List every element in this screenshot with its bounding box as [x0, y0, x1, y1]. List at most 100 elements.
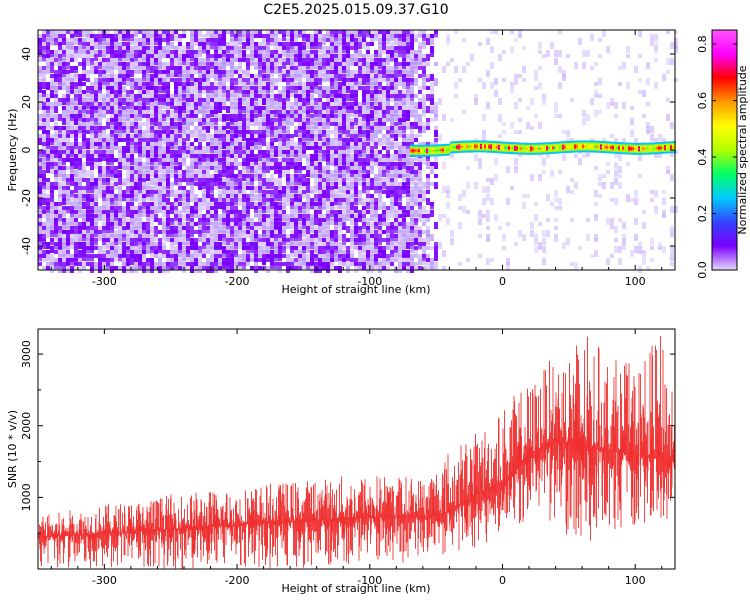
spectrogram-cell	[42, 134, 46, 138]
spectrogram-cell	[290, 246, 294, 253]
spectrogram-cell	[246, 142, 250, 149]
spectrogram-cell	[170, 174, 174, 178]
spectrogram-cell	[342, 142, 346, 146]
spectrogram-cell	[294, 98, 298, 105]
spectrogram-cell	[182, 178, 186, 182]
spectrogram-cell	[242, 54, 246, 61]
spectrogram-cell	[278, 54, 282, 58]
spectrogram-cell	[150, 178, 154, 185]
spectrogram-cell	[350, 126, 354, 130]
spectrogram-cell	[58, 154, 62, 161]
spectrogram-cell	[370, 166, 374, 170]
spectrogram-cell	[142, 146, 146, 150]
spectrogram-cell	[250, 166, 254, 173]
spectrogram-cell	[262, 98, 266, 105]
spectrogram-cell	[86, 78, 90, 82]
spectrogram-cell	[170, 70, 174, 77]
spectrogram-cell	[210, 218, 214, 225]
spectrogram-cell	[362, 166, 366, 173]
spectrogram-cell	[58, 130, 62, 137]
spectrogram-cell	[198, 258, 202, 262]
spectrogram-cell	[366, 190, 370, 194]
spectrogram-cell	[174, 210, 178, 214]
spectrogram-cell	[114, 38, 118, 42]
spectrogram-cell	[262, 58, 266, 62]
spectrogram-cell	[182, 90, 186, 97]
spectrogram-cell	[374, 90, 378, 94]
spectrogram-cell	[70, 234, 74, 238]
spectrogram-cell	[386, 46, 390, 53]
spectrogram-cell	[146, 70, 150, 77]
spectrogram-cell	[322, 186, 326, 190]
spectrogram-cell	[198, 74, 202, 78]
spectrogram-cell	[390, 138, 394, 145]
spectrogram-cell	[270, 166, 274, 170]
spectrogram-cell	[202, 70, 206, 74]
spectrogram-cell	[218, 98, 222, 102]
spectrogram-cell	[298, 158, 302, 165]
spectrogram-cell	[170, 78, 174, 82]
spectrogram-cell	[258, 78, 262, 82]
spectrogram-cell	[258, 94, 262, 98]
spectrogram-cell	[334, 34, 338, 41]
spectrogram-cell	[270, 250, 274, 254]
spectrogram-cell	[130, 50, 134, 57]
spectrogram-cell	[398, 130, 402, 137]
spectrogram-cell	[258, 178, 262, 185]
spectrogram-cell	[158, 70, 162, 74]
spectrogram-cell	[158, 262, 162, 266]
spectrogram-cell	[166, 62, 170, 69]
spectrogram-cell	[330, 214, 334, 221]
spectrogram-cell	[238, 122, 242, 129]
spectrogram-cell	[394, 70, 398, 74]
spectrogram-cell	[102, 206, 106, 210]
spectrogram-cell	[114, 194, 118, 201]
spectrogram-cell	[122, 62, 126, 66]
spectrogram-cell	[86, 54, 90, 61]
spectrogram-cell	[362, 198, 366, 205]
spectrogram-cell	[274, 222, 278, 229]
spectrogram-cell	[234, 94, 238, 101]
spectrogram-cell	[126, 98, 130, 105]
spectrogram-cell	[130, 158, 134, 165]
spectrogram-cell	[38, 154, 42, 158]
spectrogram-cell	[374, 142, 378, 149]
spectrogram-cell	[278, 202, 282, 206]
spectrogram-cell	[158, 126, 162, 133]
spectrogram-cell	[262, 82, 266, 89]
spectrogram-cell	[102, 34, 106, 41]
spectrogram-cell	[58, 166, 62, 170]
spectrogram-cell	[286, 118, 290, 125]
spectrogram-cell	[238, 174, 242, 178]
spectrogram-cell	[270, 222, 274, 229]
spectrogram-cell	[202, 154, 206, 158]
spectrogram-cell	[198, 78, 202, 85]
spectrogram-cell	[178, 250, 182, 257]
spectrogram-cell	[314, 62, 318, 69]
spectrogram-cell	[82, 74, 86, 81]
spectrogram-cell	[202, 126, 206, 130]
spectrogram-cell	[386, 194, 390, 198]
spectrogram-cell	[246, 262, 250, 266]
spectrogram-cell	[318, 86, 322, 90]
spectrogram-cell	[66, 246, 70, 250]
spectrogram-cell	[50, 246, 54, 253]
spectrogram-cell	[230, 194, 234, 201]
spectrogram-cell	[294, 150, 298, 157]
spectrogram-cell	[318, 254, 322, 261]
spectrogram-cell	[58, 38, 62, 45]
spectrogram-cell	[402, 246, 406, 250]
spectrogram-cell	[378, 166, 382, 170]
spectrogram-cell	[242, 214, 246, 221]
spectrogram-cell	[246, 198, 250, 202]
spectrogram-cell	[302, 246, 306, 253]
spectrogram-cell	[66, 254, 70, 261]
spectrogram-cell	[230, 238, 234, 242]
spectrogram-cell	[274, 166, 278, 170]
spectrogram-cell	[110, 230, 114, 237]
spectrogram-cell	[114, 106, 118, 110]
spectrogram-cell	[126, 210, 130, 217]
spectrogram-cell	[194, 54, 198, 61]
spectrogram-cell	[86, 226, 90, 233]
spectrogram-cell	[330, 94, 334, 101]
